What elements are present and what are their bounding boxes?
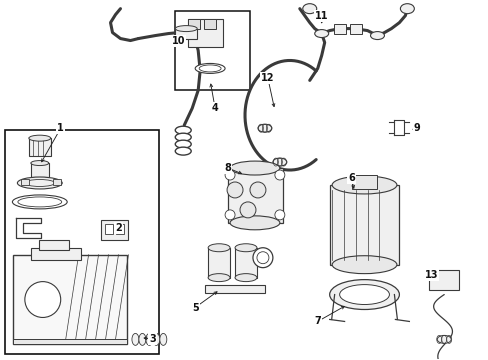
Ellipse shape (329, 280, 399, 310)
Text: 5: 5 (191, 302, 198, 312)
Bar (13, 339, 127, 345)
Circle shape (249, 182, 265, 198)
Ellipse shape (29, 135, 51, 141)
Circle shape (240, 202, 255, 218)
Ellipse shape (235, 274, 256, 282)
Text: 3: 3 (149, 334, 155, 345)
Ellipse shape (400, 4, 413, 14)
Bar (31, 248, 81, 260)
Bar (29, 138, 51, 156)
Ellipse shape (258, 124, 271, 132)
Text: 8: 8 (224, 163, 231, 173)
Bar (351, 175, 377, 189)
Circle shape (252, 248, 272, 268)
Text: 7: 7 (314, 316, 321, 327)
Ellipse shape (31, 161, 49, 166)
Bar (203, 19, 216, 28)
Bar (104, 224, 112, 234)
Circle shape (274, 210, 285, 220)
Bar (31, 163, 49, 177)
Ellipse shape (314, 30, 328, 37)
Ellipse shape (175, 133, 191, 141)
Bar (349, 24, 361, 33)
Bar (13, 255, 127, 345)
Text: 6: 6 (347, 173, 354, 183)
Ellipse shape (370, 32, 384, 40)
Bar (39, 240, 68, 250)
Text: 2: 2 (115, 223, 122, 233)
Text: 11: 11 (314, 11, 328, 21)
Bar (21, 179, 29, 185)
Ellipse shape (302, 4, 316, 14)
Text: 12: 12 (261, 73, 274, 84)
Circle shape (256, 252, 268, 264)
Ellipse shape (235, 244, 256, 252)
Bar (227, 168, 282, 223)
Ellipse shape (208, 244, 229, 252)
Bar (175, 11, 249, 90)
Circle shape (25, 282, 61, 318)
Bar (175, 28, 197, 39)
Bar (329, 185, 399, 265)
Ellipse shape (229, 161, 279, 175)
Ellipse shape (229, 216, 279, 230)
Ellipse shape (175, 140, 191, 148)
Bar (205, 285, 264, 293)
Ellipse shape (132, 333, 139, 345)
Ellipse shape (175, 26, 197, 32)
Ellipse shape (139, 333, 145, 345)
Ellipse shape (175, 126, 191, 134)
Ellipse shape (153, 333, 160, 345)
Circle shape (226, 182, 243, 198)
Bar (116, 224, 124, 234)
Ellipse shape (199, 65, 221, 72)
Ellipse shape (436, 336, 450, 343)
Circle shape (224, 170, 235, 180)
Text: 9: 9 (413, 123, 420, 133)
Ellipse shape (208, 274, 229, 282)
Ellipse shape (145, 333, 153, 345)
Circle shape (224, 210, 235, 220)
Ellipse shape (12, 195, 67, 209)
Text: 1: 1 (57, 123, 64, 133)
Bar (5, 130, 159, 354)
Bar (101, 220, 128, 240)
Circle shape (274, 170, 285, 180)
Bar (428, 270, 458, 289)
Ellipse shape (339, 285, 388, 305)
Bar (235, 248, 256, 278)
Ellipse shape (160, 333, 166, 345)
Ellipse shape (331, 256, 396, 274)
Ellipse shape (331, 176, 396, 194)
Text: 10: 10 (171, 36, 184, 46)
Text: 4: 4 (211, 103, 218, 113)
Bar (333, 24, 345, 33)
Ellipse shape (195, 63, 224, 73)
Ellipse shape (18, 177, 62, 189)
Text: 13: 13 (424, 270, 437, 280)
Ellipse shape (272, 158, 286, 166)
Ellipse shape (18, 197, 61, 207)
Bar (188, 19, 200, 28)
Bar (208, 248, 229, 278)
Ellipse shape (175, 147, 191, 155)
Bar (188, 19, 223, 46)
Bar (53, 179, 61, 185)
